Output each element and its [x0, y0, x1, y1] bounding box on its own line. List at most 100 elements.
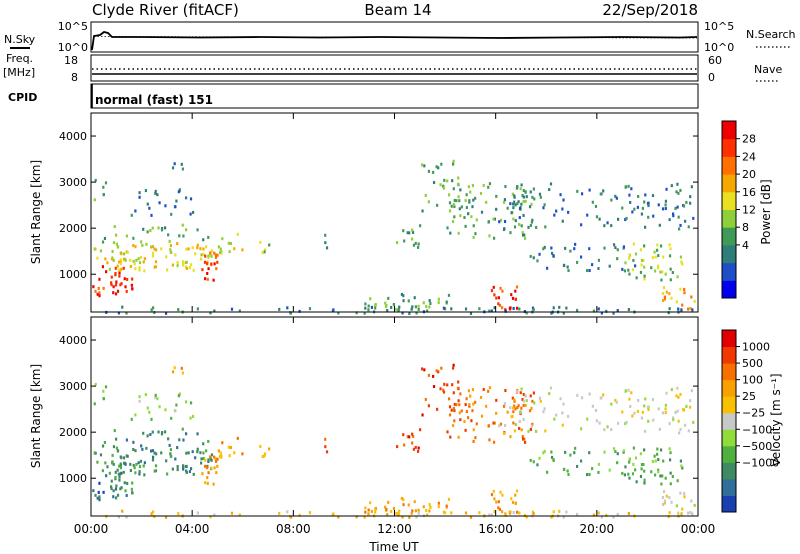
echo-cell [513, 429, 517, 433]
echo-cell [150, 512, 153, 516]
echo-cell [437, 166, 440, 170]
echo-cell [617, 217, 620, 221]
echo-cell [182, 263, 185, 267]
echo-cell [456, 386, 460, 390]
echo-cell [605, 513, 608, 517]
echo-cell [130, 417, 133, 421]
echo-cell [529, 223, 533, 227]
echo-cell [108, 267, 111, 271]
freq-label-line1: Freq. [6, 52, 33, 65]
echo-cell [425, 305, 428, 309]
echo-cell [536, 259, 539, 263]
echo-cell [164, 311, 168, 315]
echo-cell [513, 225, 517, 229]
echo-cell [614, 398, 617, 402]
echo-cell [610, 198, 613, 202]
echo-cell [403, 239, 406, 243]
echo-cell [112, 285, 115, 289]
echo-cell [92, 489, 95, 493]
echo-cell [119, 258, 122, 262]
echo-cell [676, 386, 679, 390]
echo-cell [93, 451, 96, 455]
echo-cell [164, 515, 168, 519]
echo-cell [480, 210, 484, 214]
echo-cell [408, 435, 411, 439]
echo-cell [188, 266, 191, 270]
echo-cell [164, 204, 167, 208]
echo-cell [644, 193, 647, 197]
echo-cell [411, 305, 414, 309]
echo-cell [134, 449, 137, 453]
echo-cell [488, 309, 491, 313]
echo-cell [637, 398, 640, 402]
echo-cell [509, 510, 512, 514]
echo-cell [662, 286, 666, 290]
echo-cell [646, 406, 650, 410]
echo-cell [374, 303, 377, 307]
echo-cell [398, 509, 401, 513]
echo-cell [184, 196, 188, 200]
echo-cell [493, 510, 496, 514]
echo-cell [509, 202, 512, 206]
echo-cell [264, 248, 267, 252]
echo-cell [452, 406, 456, 410]
echo-cell [163, 430, 167, 434]
echo-cell [514, 501, 517, 505]
echo-cell [411, 434, 415, 438]
echo-cell [142, 464, 145, 468]
echo-cell [597, 462, 601, 466]
echo-cell [663, 295, 667, 299]
echo-cell [125, 493, 128, 497]
echo-cell [457, 380, 460, 384]
echo-cell [417, 511, 420, 515]
echo-cell [567, 269, 570, 273]
echo-cell [110, 487, 113, 491]
echo-cell [511, 500, 515, 504]
echo-cell [437, 301, 440, 305]
echo-cell [690, 185, 693, 189]
echo-cell [152, 510, 155, 514]
echo-cell [230, 307, 234, 311]
echo-cell [689, 201, 692, 205]
echo-cell [151, 458, 155, 462]
echo-cell [512, 307, 515, 311]
echo-cell [525, 195, 528, 199]
echo-cell [207, 460, 210, 464]
echo-cell [120, 471, 123, 475]
beam-title: Beam 14 [364, 1, 431, 19]
echo-cell [104, 257, 107, 261]
echo-cell [213, 251, 216, 255]
echo-cell [600, 515, 603, 519]
echo-cell [154, 260, 158, 264]
echo-cell [685, 200, 688, 204]
echo-cell [681, 466, 684, 470]
echo-cell [650, 266, 653, 270]
echo-cell [238, 309, 241, 313]
echo-cell [170, 416, 173, 420]
echo-cell [575, 464, 579, 468]
echo-cell [134, 471, 137, 475]
echo-cell [539, 195, 542, 199]
echo-cell [201, 472, 204, 476]
echo-cell [561, 423, 564, 427]
echo-cell [228, 454, 231, 458]
echo-cell [390, 305, 393, 309]
echo-cell [633, 207, 636, 211]
echo-cell [102, 185, 105, 189]
echo-cell [543, 203, 546, 207]
echo-cell [488, 182, 492, 186]
echo-cell [102, 286, 105, 290]
echo-cell [512, 421, 515, 425]
echo-cell [622, 245, 626, 249]
echo-cell [647, 215, 650, 219]
echo-cell [478, 307, 481, 311]
echo-cell [503, 402, 507, 406]
echo-cell [514, 297, 517, 301]
echo-cell [457, 231, 460, 235]
echo-cell [210, 249, 214, 253]
echo-cell [125, 438, 129, 442]
echo-cell [692, 420, 695, 424]
echo-cell [682, 204, 686, 208]
echo-cell [523, 236, 527, 240]
echo-cell [511, 396, 514, 400]
